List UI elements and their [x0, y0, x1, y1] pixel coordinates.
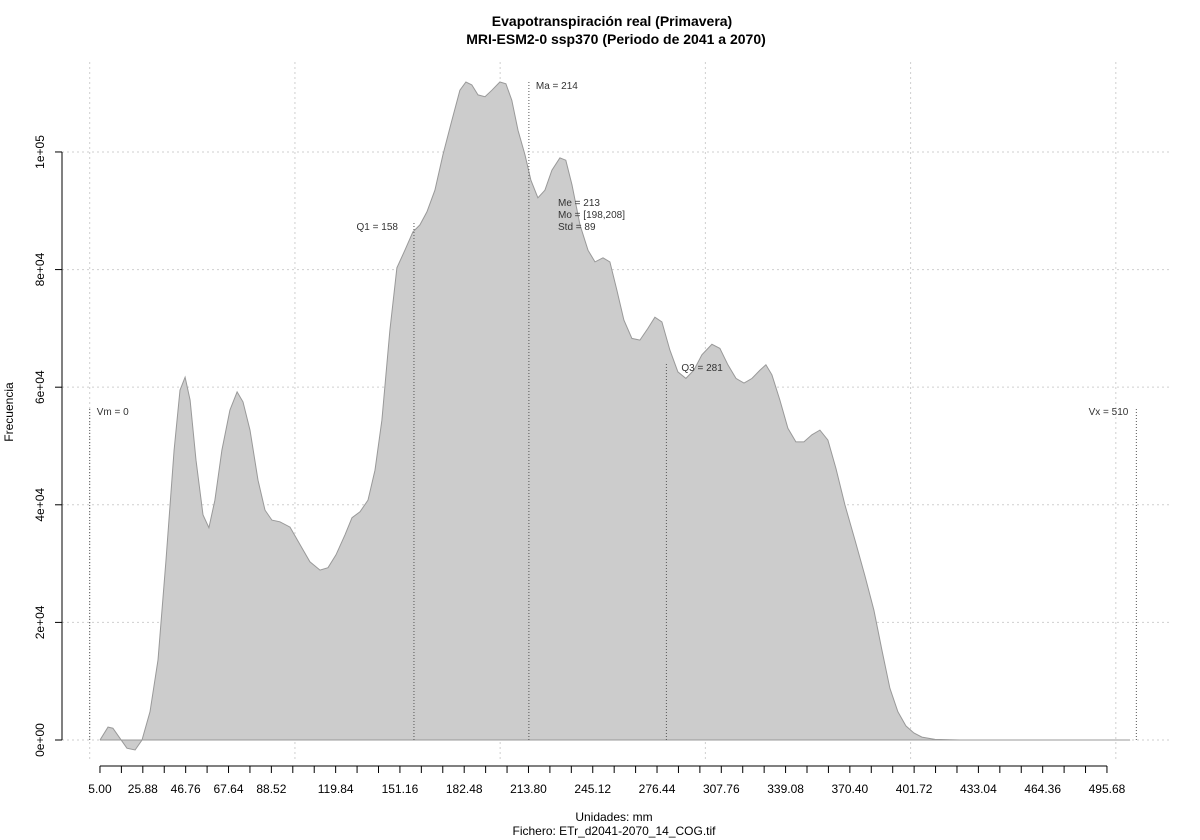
x-tick-label: 339.08 — [767, 782, 804, 796]
x-tick-label: 5.00 — [88, 782, 112, 796]
y-tick-label: 2e+04 — [33, 605, 47, 639]
x-tick-label: 213.80 — [510, 782, 547, 796]
x-axis-label: Unidades: mm — [575, 810, 652, 824]
x-tick-label: 46.76 — [171, 782, 201, 796]
y-tick-label: 1e+05 — [33, 135, 47, 169]
stats-label: Me = 213 — [558, 198, 600, 209]
x-tick-label: 433.04 — [960, 782, 997, 796]
y-tick-label: 6e+04 — [33, 370, 47, 404]
x-tick-label: 401.72 — [896, 782, 933, 796]
marker-label: Q3 = 281 — [681, 363, 723, 374]
chart-subtitle: MRI-ESM2-0 ssp370 (Periodo de 2041 a 207… — [466, 31, 766, 47]
marker-label: Vx = 510 — [1089, 407, 1129, 418]
y-tick-label: 0e+00 — [33, 723, 47, 757]
x-tick-label: 307.76 — [703, 782, 740, 796]
stats-label: Mo = [198,208] — [558, 210, 625, 221]
x-tick-label: 276.44 — [639, 782, 676, 796]
x-tick-label: 151.16 — [382, 782, 419, 796]
x-tick-label: 25.88 — [128, 782, 158, 796]
caption: Fichero: ETr_d2041-2070_14_COG.tif — [513, 824, 717, 838]
stats-label: Std = 89 — [558, 222, 596, 233]
x-tick-label: 464.36 — [1024, 782, 1061, 796]
chart-title: Evapotranspiración real (Primavera) — [492, 13, 732, 29]
x-tick-label: 67.64 — [214, 782, 244, 796]
y-tick-label: 4e+04 — [33, 488, 47, 522]
x-tick-label: 495.68 — [1089, 782, 1126, 796]
y-tick-label: 8e+04 — [33, 252, 47, 286]
x-tick-label: 245.12 — [574, 782, 611, 796]
density-area — [99, 81, 1131, 751]
x-tick-label: 119.84 — [318, 782, 354, 796]
marker-label: Q1 = 158 — [357, 222, 399, 233]
marker-label: Ma = 214 — [536, 81, 578, 92]
x-tick-label: 370.40 — [832, 782, 869, 796]
marker-label: Vm = 0 — [97, 407, 129, 418]
x-tick-label: 88.52 — [256, 782, 286, 796]
y-axis-label: Frecuencia — [2, 382, 16, 442]
x-tick-label: 182.48 — [446, 782, 483, 796]
